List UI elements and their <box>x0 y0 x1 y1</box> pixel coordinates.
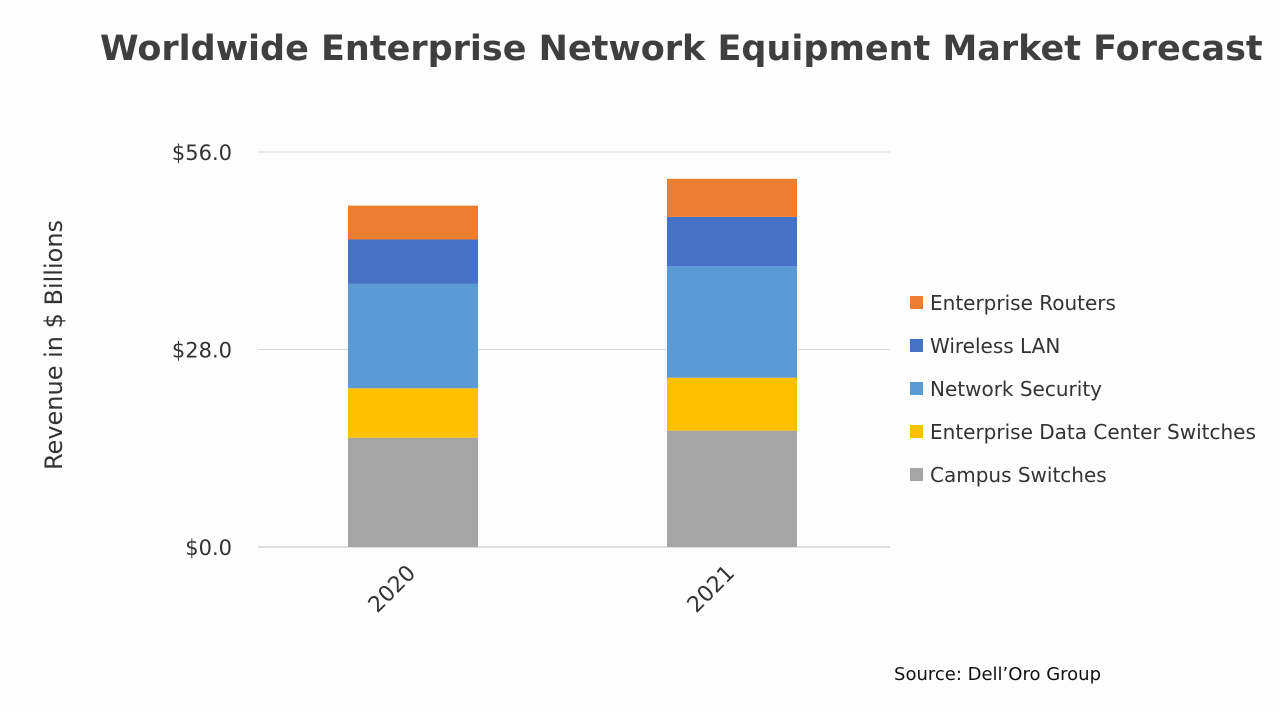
bar-segment <box>348 437 478 547</box>
legend-label: Network Security <box>930 377 1102 401</box>
y-tick-label: $0.0 <box>185 536 232 560</box>
legend-swatch <box>910 382 923 395</box>
y-tick-label: $56.0 <box>172 141 232 165</box>
y-tick-labels: $0.0 $28.0 $56.0 <box>172 141 232 560</box>
bar-segment <box>667 377 797 431</box>
legend-swatch <box>910 296 923 309</box>
legend-label: Wireless LAN <box>930 334 1060 358</box>
x-tick-label: 2021 <box>683 561 740 618</box>
y-axis-label: Revenue in $ Billions <box>40 220 68 470</box>
legend-swatch <box>910 468 923 481</box>
bar-segment <box>667 266 797 378</box>
bars <box>348 178 797 547</box>
bar-segment <box>348 283 478 389</box>
legend-label: Enterprise Routers <box>930 291 1116 315</box>
bar-segment <box>348 239 478 284</box>
legend-label: Enterprise Data Center Switches <box>930 420 1256 444</box>
legend-swatch <box>910 425 923 438</box>
x-tick-label: 2020 <box>364 561 421 618</box>
chart-title: Worldwide Enterprise Network Equipment M… <box>100 29 1263 69</box>
bar-segment <box>348 388 478 438</box>
legend-swatch <box>910 339 923 352</box>
x-tick-labels: 2020 2021 <box>364 561 740 618</box>
bar-segment <box>667 430 797 547</box>
source-note: Source: Dell’Oro Group <box>894 664 1101 685</box>
bar-segment <box>667 178 797 217</box>
y-tick-label: $28.0 <box>172 339 232 363</box>
bar-segment <box>348 205 478 240</box>
bar-segment <box>667 216 797 267</box>
legend: Enterprise Routers Wireless LAN Network Se… <box>910 291 1256 487</box>
legend-label: Campus Switches <box>930 463 1107 487</box>
